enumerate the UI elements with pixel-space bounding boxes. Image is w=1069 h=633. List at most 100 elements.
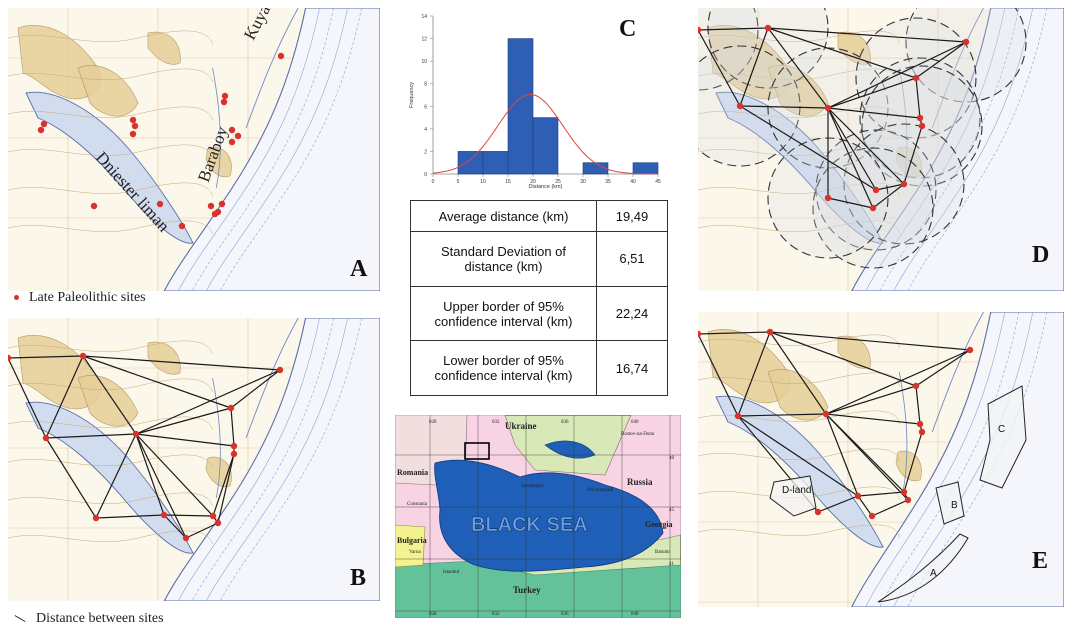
distance-line [827,107,905,185]
grid-coordinate-label: 032 [492,612,500,617]
relief-patch [147,341,181,375]
panel-label-a: A [350,256,368,282]
dniester-liman [715,395,884,548]
map-d-svg [698,8,1064,291]
grid-coordinate-label: 48 [669,456,675,461]
country-label: Bulgaria [397,536,427,545]
distance-line [737,415,859,497]
bathymetry-contour [177,8,320,291]
distance-line [915,41,967,79]
terrain-contour [698,486,900,501]
grid-coordinate-label: 036 [561,420,569,425]
distance-line [827,41,967,109]
distance-line [230,369,281,409]
distance-line [82,355,281,371]
grid-coordinate-label: 040 [631,612,639,617]
histogram-svg: 0 2 4 6 8 10 12 14 0 5 10 15 20 25 30 35 40 45 Distance (k… [409,14,661,190]
terrain-contour [8,144,213,159]
distance-line [767,27,829,109]
distance-line [95,514,165,519]
y-tick-label: 10 [421,59,427,65]
x-tick-label: 5 [457,179,460,185]
site-marker [824,194,832,202]
site-marker [276,366,284,374]
distance-line [825,413,921,425]
distance-line [698,333,739,417]
x-tick-label: 0 [432,179,435,185]
distance-line [827,197,874,209]
y-tick-label: 14 [421,14,427,20]
x-tick-label: 25 [555,179,561,185]
distance-line [8,355,84,359]
distance-line [217,453,235,524]
relief-patch [767,65,829,117]
distance-line [135,407,232,435]
site-marker [131,122,139,130]
terrain-contour [8,492,213,507]
site-marker [736,102,744,110]
distance-line [825,413,909,501]
site-marker [178,222,186,230]
site-marker [868,512,876,520]
distance-line [135,433,165,516]
y-tick-label: 6 [424,104,427,110]
distance-line [135,433,235,447]
river-line [212,377,221,499]
distance-line [872,183,905,209]
buffer-circle [905,8,1027,103]
site-marker [234,132,242,140]
site-marker [764,24,772,32]
y-axis-label: Frequency [409,82,415,108]
city-label: Rostov-na-Donu [621,432,655,437]
site-marker [230,450,238,458]
distance-line [739,27,769,107]
terrain-contour [8,454,213,469]
site-marker [904,496,912,504]
distance-line [163,514,214,517]
map-panel-d: D [698,8,1064,291]
site-marker [230,442,238,450]
relief-patch [147,31,181,65]
legend-distance-label: Distance between sites [36,611,164,626]
stat-label: Standard Deviation of distance (km) [410,231,597,287]
bathymetry-contour [893,8,1034,291]
x-tick-label: 15 [505,179,511,185]
distance-line [769,331,917,387]
terrain-contour [8,220,213,235]
histogram-bar [482,151,509,175]
x-tick-label: 10 [480,179,486,185]
site-marker [92,514,100,522]
country-label: Turkey [513,585,541,595]
site-marker [854,492,862,500]
site-marker [916,420,924,428]
map-panel-e: D-land C B A E [698,312,1064,607]
distance-line [827,107,921,119]
table-row: Average distance (km) 19,49 [410,199,668,233]
city-label: Batumi [655,550,670,555]
site-marker [221,92,229,100]
distance-line [769,331,971,351]
distance-line [82,355,137,435]
map-panel-a: Kuyalnik Baraboy Dniester liman A [8,8,380,291]
grid-coordinate-label: 45 [669,508,675,513]
terrain-contour [698,448,900,463]
y-tick-label: 8 [424,82,427,88]
distance-line [737,413,827,417]
histogram-bar [632,162,659,175]
distance-line [230,407,235,447]
site-marker [966,346,974,354]
grid-coordinate-label: 040 [631,420,639,425]
city-label: Istanbul [443,570,460,575]
distance-line [45,433,137,439]
stat-label: Average distance (km) [410,199,597,233]
site-marker [211,210,219,218]
x-tick-label: 30 [580,179,586,185]
site-marker [129,116,137,124]
river-line [245,8,299,129]
map-b-svg [8,318,380,601]
dniester-liman [715,91,884,244]
panel-label-b: B [350,565,367,591]
y-tick-label: 2 [424,149,427,155]
site-marker [869,204,877,212]
distance-line [915,77,921,119]
